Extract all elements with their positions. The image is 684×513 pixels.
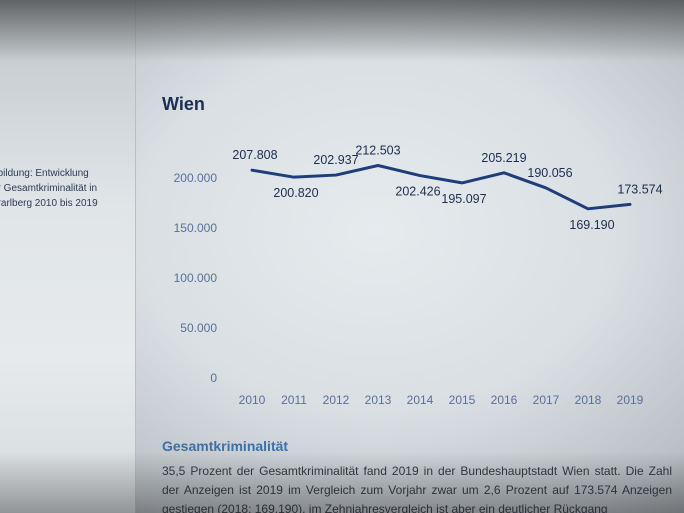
data-label: 207.808 <box>232 148 277 162</box>
data-label: 205.219 <box>481 151 526 165</box>
y-tick-label: 50.000 <box>180 321 217 335</box>
data-label: 200.820 <box>273 186 318 200</box>
section-body-text: 35,5 Prozent der Gesamtkriminalität fand… <box>162 464 672 513</box>
data-label: 169.190 <box>569 218 614 232</box>
x-tick-label: 2018 <box>575 393 602 407</box>
y-tick-label: 150.000 <box>174 221 218 235</box>
data-label: 195.097 <box>441 192 486 206</box>
x-tick-label: 2010 <box>239 393 266 407</box>
x-tick-label: 2013 <box>365 393 392 407</box>
y-tick-label: 0 <box>210 371 217 385</box>
data-label: 202.426 <box>395 185 440 199</box>
x-tick-label: 2011 <box>281 393 307 407</box>
y-tick-label: 100.000 <box>174 271 218 285</box>
x-tick-label: 2014 <box>407 393 434 407</box>
y-tick-label: 200.000 <box>174 171 218 185</box>
x-tick-label: 2016 <box>491 393 518 407</box>
x-tick-label: 2015 <box>449 393 476 407</box>
data-label: 173.574 <box>617 182 662 196</box>
data-label: 212.503 <box>355 143 400 157</box>
x-tick-label: 2019 <box>617 393 644 407</box>
section-heading: Gesamtkriminalität <box>162 438 289 454</box>
x-tick-label: 2017 <box>533 393 560 407</box>
data-label: 190.056 <box>527 166 572 180</box>
data-label: 202.937 <box>313 153 358 167</box>
x-tick-label: 2012 <box>323 393 350 407</box>
